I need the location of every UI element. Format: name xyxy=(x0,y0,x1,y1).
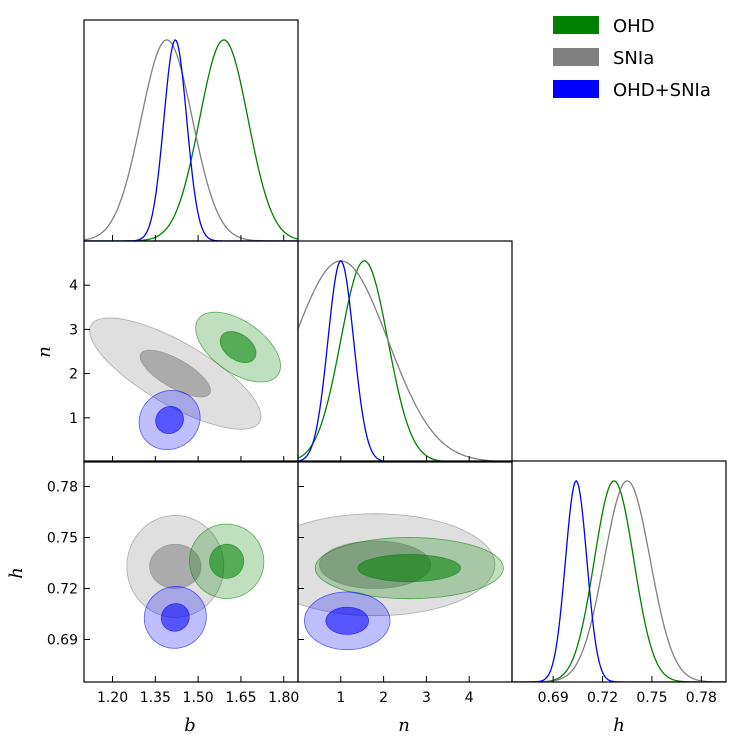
h-axis-tick-labels: 0.69 0.72 0.75 0.78 xyxy=(538,690,717,706)
contour-1sigma-b-h-ohd-snia xyxy=(160,603,190,632)
y-tick-label-n-3: 4 xyxy=(69,278,78,294)
contour-1sigma-n-h-ohd xyxy=(357,554,462,583)
panel-b-h-contours xyxy=(83,460,299,683)
contour-1sigma-b-n-ohd-snia xyxy=(155,406,184,435)
x-axis-label-n: n xyxy=(398,715,410,736)
legend: OHD SNIa OHD+SNIa xyxy=(553,16,711,101)
marginal-curve-h-ohd-snia xyxy=(512,479,726,682)
panel-frame-b-n xyxy=(83,240,299,463)
marginal-curve-b-snia xyxy=(84,39,298,241)
y-tick-label-n-0: 1 xyxy=(69,411,78,427)
legend-swatch-ohd-snia xyxy=(553,80,599,98)
x-axis-label-h: h xyxy=(613,715,625,736)
legend-label-snia: SNIa xyxy=(613,48,654,69)
marginal-curve-n-ohd-snia xyxy=(298,260,512,462)
y-tick-label-h-3: 0.78 xyxy=(47,480,78,496)
y-tick-label-h-1: 0.72 xyxy=(47,582,78,598)
marginal-curve-h-ohd xyxy=(512,480,726,682)
tick-label-n-0: 1 xyxy=(336,690,345,706)
panel-frame-n xyxy=(297,240,513,463)
y-tick-label-n-2: 3 xyxy=(69,322,78,338)
contour-1sigma-b-n-ohd xyxy=(219,331,257,363)
legend-label-ohd-snia: OHD+SNIa xyxy=(613,80,711,101)
contour-1sigma-b-h-ohd xyxy=(209,543,245,579)
panel-n-marginal xyxy=(297,240,513,463)
contour-1sigma-b-n-snia xyxy=(139,349,211,398)
n-yaxis-tick-labels: 1 2 3 4 xyxy=(69,278,78,427)
panel-b-n-contours xyxy=(83,240,299,463)
marginal-curve-h-snia xyxy=(512,480,726,682)
y-tick-label-h-2: 0.75 xyxy=(47,531,78,547)
h-yaxis-tick-labels: 0.69 0.72 0.75 0.78 xyxy=(47,480,78,649)
tick-label-n-1: 2 xyxy=(379,690,388,706)
y-tick-label-h-0: 0.69 xyxy=(47,633,78,649)
tick-label-n-3: 4 xyxy=(465,690,474,706)
tick-label-b-3: 1.65 xyxy=(225,690,256,706)
tick-label-h-2: 0.75 xyxy=(636,690,667,706)
panel-frame-n-h xyxy=(297,460,513,683)
y-axis-label-n: n xyxy=(34,346,55,358)
y-axis-label-h: h xyxy=(6,567,27,579)
tick-label-b-0: 1.20 xyxy=(97,690,128,706)
panel-frame-b xyxy=(83,19,299,242)
b-axis-tick-labels: 1.20 1.35 1.50 1.65 1.80 xyxy=(97,690,299,706)
legend-swatch-ohd xyxy=(553,16,599,34)
panel-b-marginal xyxy=(83,19,299,242)
tick-label-n-2: 3 xyxy=(422,690,431,706)
tick-label-b-2: 1.50 xyxy=(183,690,214,706)
y-tick-label-n-1: 2 xyxy=(69,367,78,383)
tick-label-h-3: 0.78 xyxy=(686,690,717,706)
tick-label-h-0: 0.69 xyxy=(538,690,569,706)
n-axis-tick-labels: 1 2 3 4 xyxy=(336,690,473,706)
tick-label-b-4: 1.80 xyxy=(268,690,299,706)
marginal-curve-n-ohd xyxy=(298,260,512,462)
panel-h-marginal xyxy=(511,460,727,683)
legend-label-ohd: OHD xyxy=(613,16,655,37)
marginal-curve-n-snia xyxy=(298,260,512,462)
tick-label-b-1: 1.35 xyxy=(140,690,171,706)
panel-n-h-contours xyxy=(297,460,513,683)
tick-label-h-1: 0.72 xyxy=(587,690,618,706)
legend-swatch-snia xyxy=(553,48,599,66)
x-axis-label-b: b xyxy=(184,715,196,736)
contour-1sigma-b-h-snia xyxy=(149,543,202,589)
contour-1sigma-n-h-ohd-snia xyxy=(325,606,370,635)
marginal-curve-b-ohd-snia xyxy=(84,39,298,241)
